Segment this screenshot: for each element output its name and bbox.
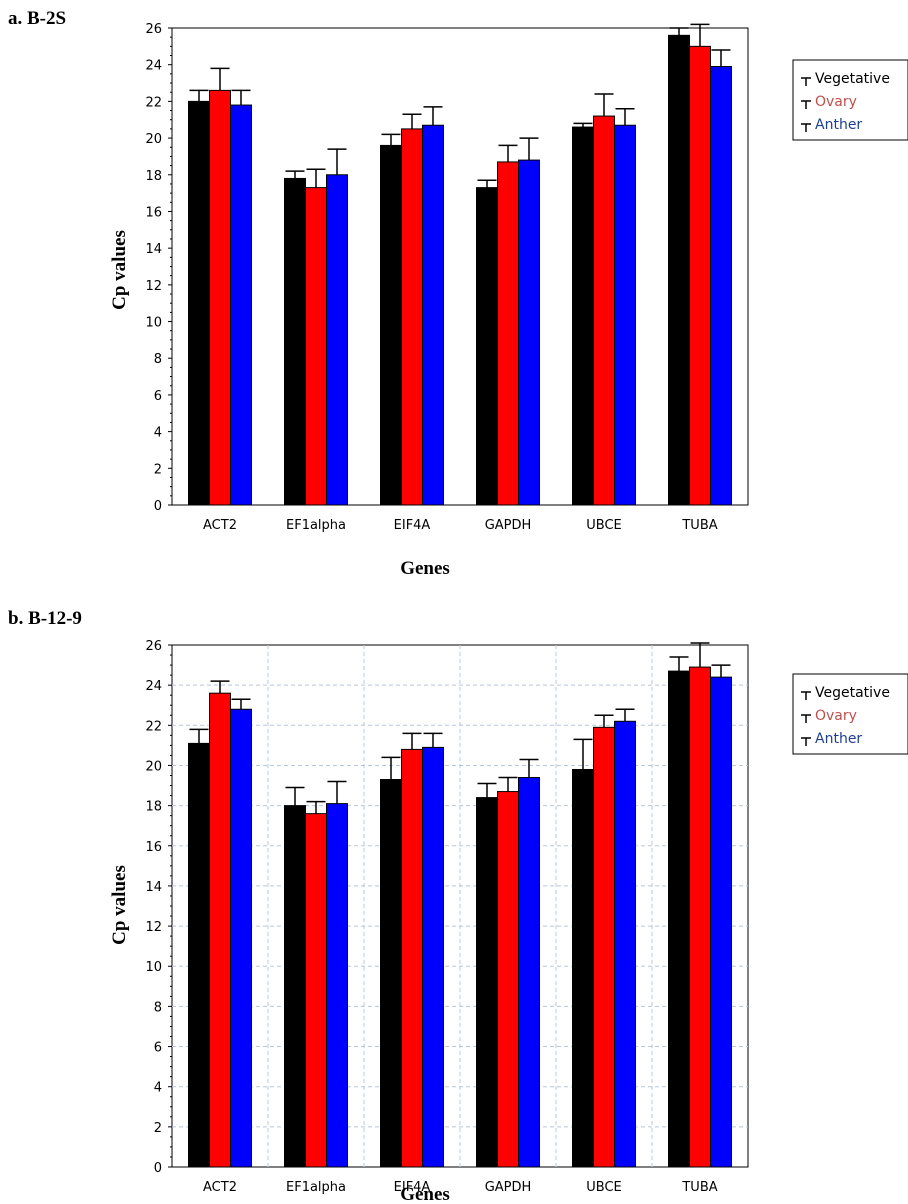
bar-ovary-eif4a (401, 748, 423, 1168)
y-tick-label: 16 (145, 840, 162, 855)
bar-ovary-gapdh (497, 161, 519, 506)
bar-anther-gapdh (518, 159, 540, 506)
bar-vegetative-ubce (572, 768, 594, 1168)
bar-anther-gapdh (518, 777, 540, 1168)
y-tick-label: 16 (145, 205, 162, 220)
x-tick-label: ACT2 (203, 1180, 237, 1195)
panel-b-ylabel: Cp values (109, 865, 130, 945)
x-tick-label: TUBA (681, 518, 717, 533)
y-tick-label: 8 (154, 1000, 162, 1015)
y-tick-label: 20 (145, 759, 162, 774)
bar-ovary-tuba (689, 45, 711, 506)
legend-b-vegetative: Vegetative (815, 685, 890, 701)
panel-b-legend: Vegetative Ovary Anther (815, 685, 890, 747)
y-tick-label: 4 (154, 426, 162, 441)
y-tick-label: 4 (154, 1081, 162, 1096)
y-tick-label: 26 (145, 22, 162, 37)
plot-area (171, 27, 749, 506)
y-tick-label: 20 (145, 132, 162, 147)
x-tick-label: GAPDH (485, 1180, 532, 1195)
bar-anther-eif4a (422, 124, 444, 506)
y-tick-label: 0 (154, 1161, 162, 1176)
y-tick-label: 0 (154, 499, 162, 514)
bar-vegetative-gapdh (476, 187, 498, 506)
x-tick-label: EF1alpha (286, 518, 346, 533)
legend-box (792, 673, 908, 755)
bar-vegetative-ubce (572, 126, 594, 506)
y-tick-label: 2 (154, 462, 162, 477)
x-tick-label: UBCE (586, 1180, 622, 1195)
x-tick-label: EIF4A (394, 518, 431, 533)
legend-a-ovary: Ovary (815, 94, 857, 110)
bar-ovary-act2 (209, 692, 231, 1168)
y-tick-label: 10 (145, 316, 162, 331)
bar-anther-ubce (614, 720, 636, 1168)
y-tick-label: 24 (145, 679, 162, 694)
bar-ovary-gapdh (497, 791, 519, 1168)
bar-anther-tuba (710, 66, 732, 506)
bar-vegetative-eif4a (380, 144, 402, 506)
panel-a-ylabel: Cp values (109, 230, 130, 310)
legend-b-ovary: Ovary (815, 708, 857, 724)
bar-anther-ef1alpha (326, 174, 348, 506)
bar-anther-eif4a (422, 746, 444, 1168)
panel-a-xlabel: Genes (400, 558, 450, 579)
y-tick-label: 22 (145, 719, 162, 734)
y-tick-label: 26 (145, 639, 162, 654)
y-tick-label: 8 (154, 352, 162, 367)
panel-b-label: b. B-12-9 (8, 608, 82, 629)
bar-anther-ubce (614, 124, 636, 506)
y-tick-label: 12 (145, 279, 162, 294)
y-tick-label: 18 (145, 169, 162, 184)
y-tick-label: 22 (145, 95, 162, 110)
bar-vegetative-gapdh (476, 797, 498, 1168)
bar-vegetative-act2 (188, 742, 210, 1168)
bar-ovary-act2 (209, 89, 231, 506)
legend-a-anther: Anther (815, 117, 862, 133)
y-tick-label: 14 (145, 242, 162, 257)
bar-ovary-ubce (593, 726, 615, 1168)
x-tick-label: UBCE (586, 518, 622, 533)
bar-vegetative-ef1alpha (284, 805, 306, 1168)
bar-ovary-eif4a (401, 128, 423, 506)
bar-ovary-ef1alpha (305, 813, 327, 1168)
y-tick-label: 6 (154, 1041, 162, 1056)
legend-a-vegetative: Vegetative (815, 71, 890, 87)
y-tick-label: 6 (154, 389, 162, 404)
bar-vegetative-act2 (188, 100, 210, 506)
y-tick-label: 18 (145, 800, 162, 815)
bar-anther-tuba (710, 676, 732, 1168)
y-tick-label: 2 (154, 1121, 162, 1136)
bar-ovary-ubce (593, 115, 615, 506)
x-tick-label: GAPDH (485, 518, 532, 533)
bar-vegetative-tuba (668, 670, 690, 1168)
bar-anther-ef1alpha (326, 803, 348, 1168)
bar-vegetative-tuba (668, 34, 690, 506)
bar-vegetative-eif4a (380, 779, 402, 1168)
y-tick-label: 12 (145, 920, 162, 935)
bar-ovary-tuba (689, 666, 711, 1168)
legend-box (792, 59, 908, 141)
y-tick-label: 24 (145, 59, 162, 74)
panel-a-label: a. B-2S (8, 8, 66, 29)
y-tick-label: 10 (145, 960, 162, 975)
bar-vegetative-ef1alpha (284, 177, 306, 506)
y-tick-label: 14 (145, 880, 162, 895)
panel-a-legend: Vegetative Ovary Anther (815, 71, 890, 133)
bar-anther-act2 (230, 104, 252, 506)
x-tick-label: EIF4A (394, 1180, 431, 1195)
panel-b-xlabel: Genes (400, 1184, 450, 1204)
bar-ovary-ef1alpha (305, 187, 327, 506)
legend-b-anther: Anther (815, 731, 862, 747)
x-tick-label: TUBA (681, 1180, 717, 1195)
x-tick-label: ACT2 (203, 518, 237, 533)
bar-anther-act2 (230, 708, 252, 1168)
x-tick-label: EF1alpha (286, 1180, 346, 1195)
